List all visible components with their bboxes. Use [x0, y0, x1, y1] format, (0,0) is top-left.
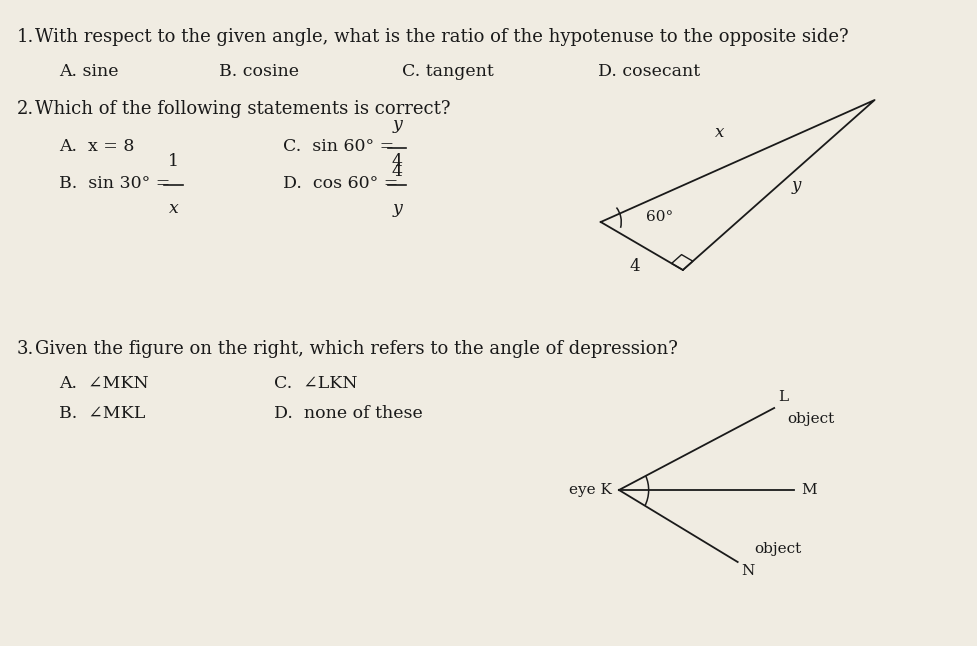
- Text: 2.: 2.: [17, 100, 33, 118]
- Text: L: L: [777, 390, 787, 404]
- Text: Which of the following statements is correct?: Which of the following statements is cor…: [34, 100, 449, 118]
- Text: y: y: [392, 116, 402, 133]
- Text: N: N: [741, 564, 754, 578]
- Text: x: x: [168, 200, 178, 217]
- Text: 4: 4: [391, 163, 403, 180]
- Text: eye K: eye K: [569, 483, 611, 497]
- Text: D. cosecant: D. cosecant: [597, 63, 700, 80]
- Text: B. cosine: B. cosine: [219, 63, 299, 80]
- Text: Given the figure on the right, which refers to the angle of depression?: Given the figure on the right, which ref…: [34, 340, 677, 358]
- Text: With respect to the given angle, what is the ratio of the hypotenuse to the oppo: With respect to the given angle, what is…: [34, 28, 847, 46]
- Text: 1.: 1.: [17, 28, 34, 46]
- Text: D.  none of these: D. none of these: [274, 405, 422, 422]
- Text: y: y: [392, 200, 402, 217]
- Text: C.  ∠LKN: C. ∠LKN: [274, 375, 357, 392]
- Text: object: object: [786, 412, 833, 426]
- Text: A.  x = 8: A. x = 8: [60, 138, 135, 155]
- Text: 4: 4: [391, 153, 403, 170]
- Text: 3.: 3.: [17, 340, 34, 358]
- Text: C.  sin 60° =: C. sin 60° =: [282, 138, 400, 155]
- Text: C. tangent: C. tangent: [402, 63, 493, 80]
- Text: D.  cos 60° =: D. cos 60° =: [282, 175, 404, 192]
- Text: 4: 4: [628, 258, 639, 275]
- Text: 60°: 60°: [646, 210, 673, 224]
- Text: M: M: [801, 483, 817, 497]
- Text: y: y: [790, 176, 800, 194]
- Text: B.  sin 30° =: B. sin 30° =: [60, 175, 176, 192]
- Text: object: object: [753, 542, 800, 556]
- Text: 1: 1: [168, 153, 179, 170]
- Text: A. sine: A. sine: [60, 63, 119, 80]
- Text: x: x: [714, 124, 723, 141]
- Text: A.  ∠MKN: A. ∠MKN: [60, 375, 149, 392]
- Text: B.  ∠MKL: B. ∠MKL: [60, 405, 146, 422]
